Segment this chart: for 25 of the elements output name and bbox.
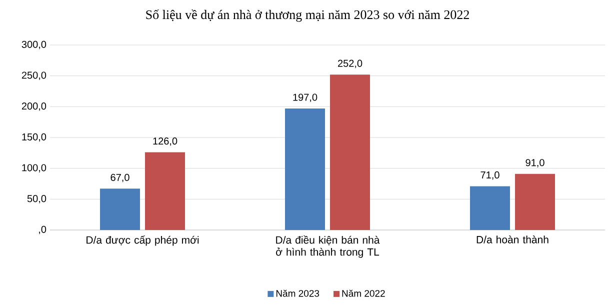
data-label: 67,0	[110, 174, 130, 182]
y-tick-label: 200,0	[22, 102, 46, 111]
legend-label: Năm 2023	[276, 290, 320, 297]
y-tick-label: 300,0	[22, 40, 46, 50]
bar	[515, 174, 556, 230]
data-label: 197,0	[293, 94, 318, 102]
bar	[100, 188, 140, 230]
y-tick-label: 150,0	[22, 133, 46, 142]
y-tick-label: 250,0	[22, 72, 46, 80]
data-label: 252,0	[338, 60, 362, 68]
data-label: 91,0	[526, 159, 544, 168]
bar	[145, 152, 185, 230]
chart-title: Số liệu về dự án nhà ở thương mại năm 2023 so với năm 2022	[146, 10, 469, 22]
y-tick-label: ,0	[39, 226, 46, 234]
legend-label: Năm 2022	[342, 290, 385, 297]
x-tick-label: D/a được cấp phép mới	[86, 236, 199, 246]
x-tick-label: D/a hoàn thành	[476, 236, 548, 244]
data-label: 126,0	[153, 138, 178, 146]
bar	[330, 74, 370, 230]
bar	[285, 108, 326, 230]
y-tick-label: 50,0	[27, 195, 46, 204]
data-label: 71,0	[480, 171, 500, 180]
y-tick-label: 100,0	[22, 164, 46, 172]
x-tick-label: D/a điều kiện bán nhà ở hình thành trong TL	[276, 236, 380, 258]
bar	[470, 186, 510, 230]
